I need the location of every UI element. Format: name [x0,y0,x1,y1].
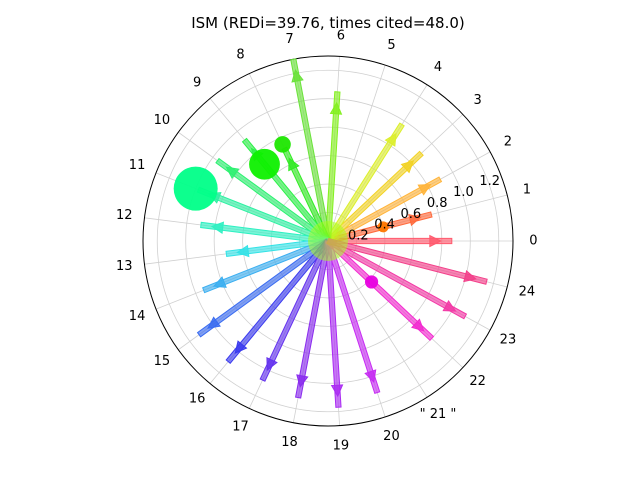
arrow-head [400,160,415,174]
arrow-7 [290,58,332,243]
radial-tick-label: 0.2 [348,229,369,244]
angular-tick-label: 11 [129,158,146,173]
radial-tick-label: 1.0 [453,185,474,200]
angular-tick-label: 12 [116,208,133,223]
angular-tick-label: 24 [519,285,536,300]
angular-tick-label: 22 [469,374,486,389]
arrow-0 [327,234,453,248]
angular-tick-label: 2 [504,135,512,150]
angular-gridline [327,64,386,242]
marker-11 [173,166,218,211]
angular-tick-label: 10 [154,113,171,128]
polar-frame [142,55,514,427]
radial-gridline [185,98,471,384]
arrow-head [429,234,442,248]
arrow-head [266,357,278,372]
arrow-head [417,184,432,196]
marker-8 [274,136,291,153]
angular-tick-label: 1 [523,182,531,197]
arrow-head [408,213,422,227]
marker-22 [364,275,379,289]
marker-1 [377,221,389,233]
angular-tick-label: 17 [232,419,249,434]
arrow-head [329,101,343,115]
arrow-head [234,340,248,355]
arrow-head [296,374,309,388]
center-marker [308,221,348,261]
marker-9 [249,148,280,180]
angular-tick-label: 18 [281,435,298,450]
chart-title: ISM (REDi=39.76, times cited=48.0) [191,14,465,32]
radial-gridline [156,69,500,413]
arrow-head [291,68,304,83]
angular-tick-label: 15 [154,354,171,369]
radial-tick-label: 0.4 [374,218,395,233]
radial-tick-label: 0.6 [401,207,422,222]
radial-tick-label: 1.2 [479,174,500,189]
angular-tick-label: 6 [337,29,345,44]
angular-tick-label: 5 [387,38,395,53]
angular-tick-label: 14 [129,309,146,324]
angular-gridline [327,240,428,398]
arrow-head [463,269,477,283]
arrow-head [210,221,225,235]
arrow-head [225,166,240,180]
angular-tick-label: 23 [500,332,517,347]
angular-tick-label: " 21 " [420,407,457,422]
angular-tick-label: 16 [189,392,206,407]
angular-tick-label: 7 [285,32,293,47]
arrow-13 [225,237,329,258]
angular-tick-label: 4 [434,60,442,75]
arrow-head [207,316,221,329]
angular-tick-label: 13 [116,259,133,274]
arrow-head [236,244,250,258]
arrow-head [442,300,457,312]
arrow-head [288,157,300,172]
angular-tick-label: 20 [383,429,400,444]
angular-tick-label: 0 [529,234,537,249]
arrow-12 [200,221,329,245]
arrow-14 [202,237,330,294]
arrow-head [364,369,377,384]
angular-tick-label: 8 [236,48,244,63]
arrow-head [384,132,397,147]
angular-tick-label: 9 [193,75,201,90]
arrow-head [212,276,227,288]
angular-tick-label: 3 [474,93,482,108]
angular-tick-label: 19 [333,438,350,453]
radial-tick-label: 0.8 [427,196,448,211]
arrow-shaft [290,58,332,243]
arrow-head [411,318,425,332]
arrow-head [330,384,344,398]
